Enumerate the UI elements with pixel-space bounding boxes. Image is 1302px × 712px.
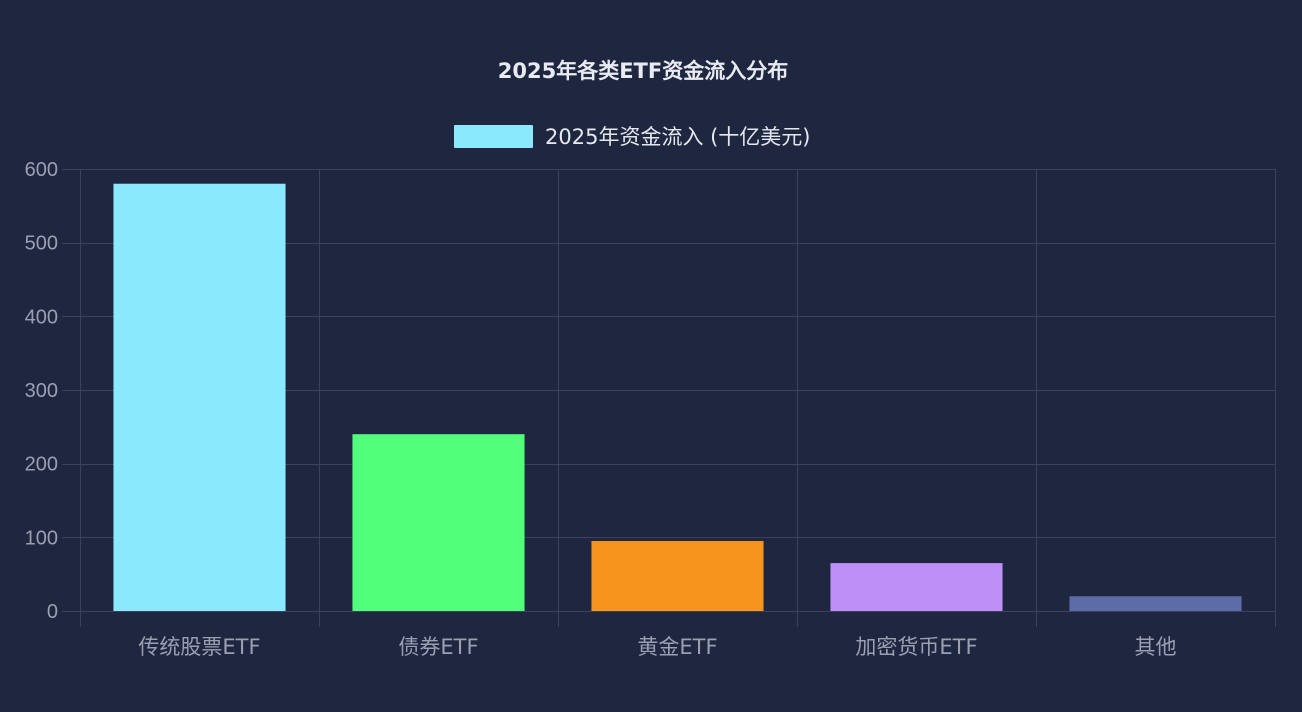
- legend-label: 2025年资金流入 (十亿美元): [545, 125, 811, 149]
- y-tick-label: 100: [25, 527, 58, 549]
- y-tick-label: 400: [25, 306, 58, 328]
- bar-4[interactable]: [1069, 596, 1242, 611]
- y-tick-label: 600: [25, 159, 58, 181]
- y-tick-label: 200: [25, 454, 58, 476]
- x-tick-label: 债券ETF: [398, 635, 478, 659]
- legend-swatch: [454, 125, 533, 148]
- y-tick-label: 500: [25, 233, 58, 255]
- bar-2[interactable]: [591, 541, 764, 611]
- x-tick-label: 其他: [1135, 635, 1177, 659]
- x-tick-label: 传统股票ETF: [138, 635, 260, 659]
- bars: [113, 183, 1242, 611]
- legend[interactable]: 2025年资金流入 (十亿美元): [454, 125, 811, 149]
- bar-1[interactable]: [352, 434, 525, 611]
- x-axis-labels: 传统股票ETF 债券ETF 黄金ETF 加密货币ETF 其他: [138, 635, 1176, 659]
- y-tick-label: 0: [47, 601, 58, 623]
- x-tick-label: 加密货币ETF: [855, 635, 977, 659]
- bar-3[interactable]: [830, 563, 1003, 611]
- bar-0[interactable]: [113, 183, 286, 611]
- y-tick-label: 300: [25, 380, 58, 402]
- x-tick-label: 黄金ETF: [637, 635, 717, 659]
- chart-title: 2025年各类ETF资金流入分布: [498, 59, 788, 83]
- y-axis-ticks: 0 100 200 300 400 500 600: [25, 159, 58, 623]
